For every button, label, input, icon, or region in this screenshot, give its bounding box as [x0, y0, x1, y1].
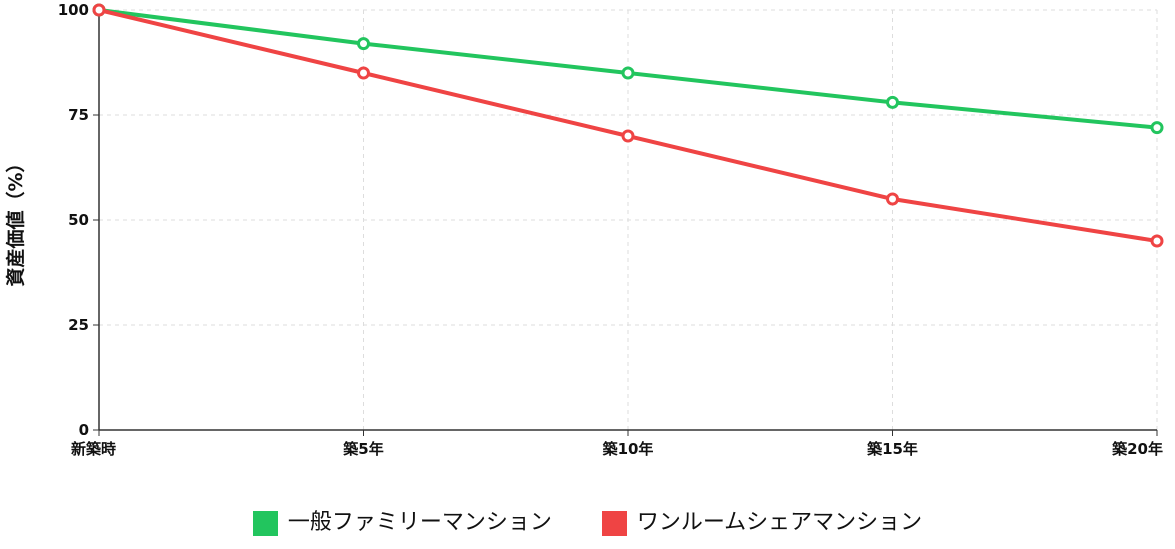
legend-swatch-oneroom: [601, 510, 627, 536]
data-point[interactable]: [1150, 234, 1164, 248]
series-layer: [92, 3, 1164, 248]
data-point[interactable]: [92, 3, 106, 17]
legend: 一般ファミリーマンション ワンルームシェアマンション: [0, 508, 1175, 538]
series-1: [92, 3, 1164, 248]
y-ticks: 0 25 50 75 100: [58, 1, 99, 439]
grid-lines: [99, 9, 1158, 430]
data-point[interactable]: [621, 129, 635, 143]
legend-item-family[interactable]: 一般ファミリーマンション: [252, 508, 552, 538]
data-point[interactable]: [886, 95, 899, 109]
x-tick-label: 築15年: [866, 440, 918, 458]
legend-swatch-family: [252, 510, 278, 536]
legend-label-oneroom: ワンルームシェアマンション: [636, 510, 923, 535]
x-ticks: 新築時 築5年 築10年 築15年 築20年: [71, 430, 1163, 458]
x-tick-label: 新築時: [71, 440, 116, 458]
data-point[interactable]: [357, 66, 370, 80]
y-tick-label: 25: [68, 316, 89, 334]
y-tick-label: 100: [58, 1, 89, 19]
legend-label-family: 一般ファミリーマンション: [287, 510, 552, 535]
data-point[interactable]: [621, 66, 635, 80]
y-axis-title: 資産価値（%）: [4, 153, 27, 286]
y-tick-label: 0: [79, 421, 89, 439]
x-tick-label: 築5年: [342, 440, 383, 458]
x-tick-label: 築20年: [1111, 440, 1163, 458]
legend-item-oneroom[interactable]: ワンルームシェアマンション: [601, 508, 923, 538]
y-tick-label: 75: [68, 106, 89, 124]
y-tick-label: 50: [68, 211, 89, 229]
data-point[interactable]: [357, 37, 370, 51]
line-chart: 0 25 50 75 100 新築時 築5年 築10年 築15年 築20年 資産価値（%）: [4, 1, 1164, 458]
series-0: [92, 3, 1164, 135]
data-point[interactable]: [886, 192, 899, 206]
data-point[interactable]: [1150, 121, 1164, 135]
x-tick-label: 築10年: [602, 440, 654, 458]
